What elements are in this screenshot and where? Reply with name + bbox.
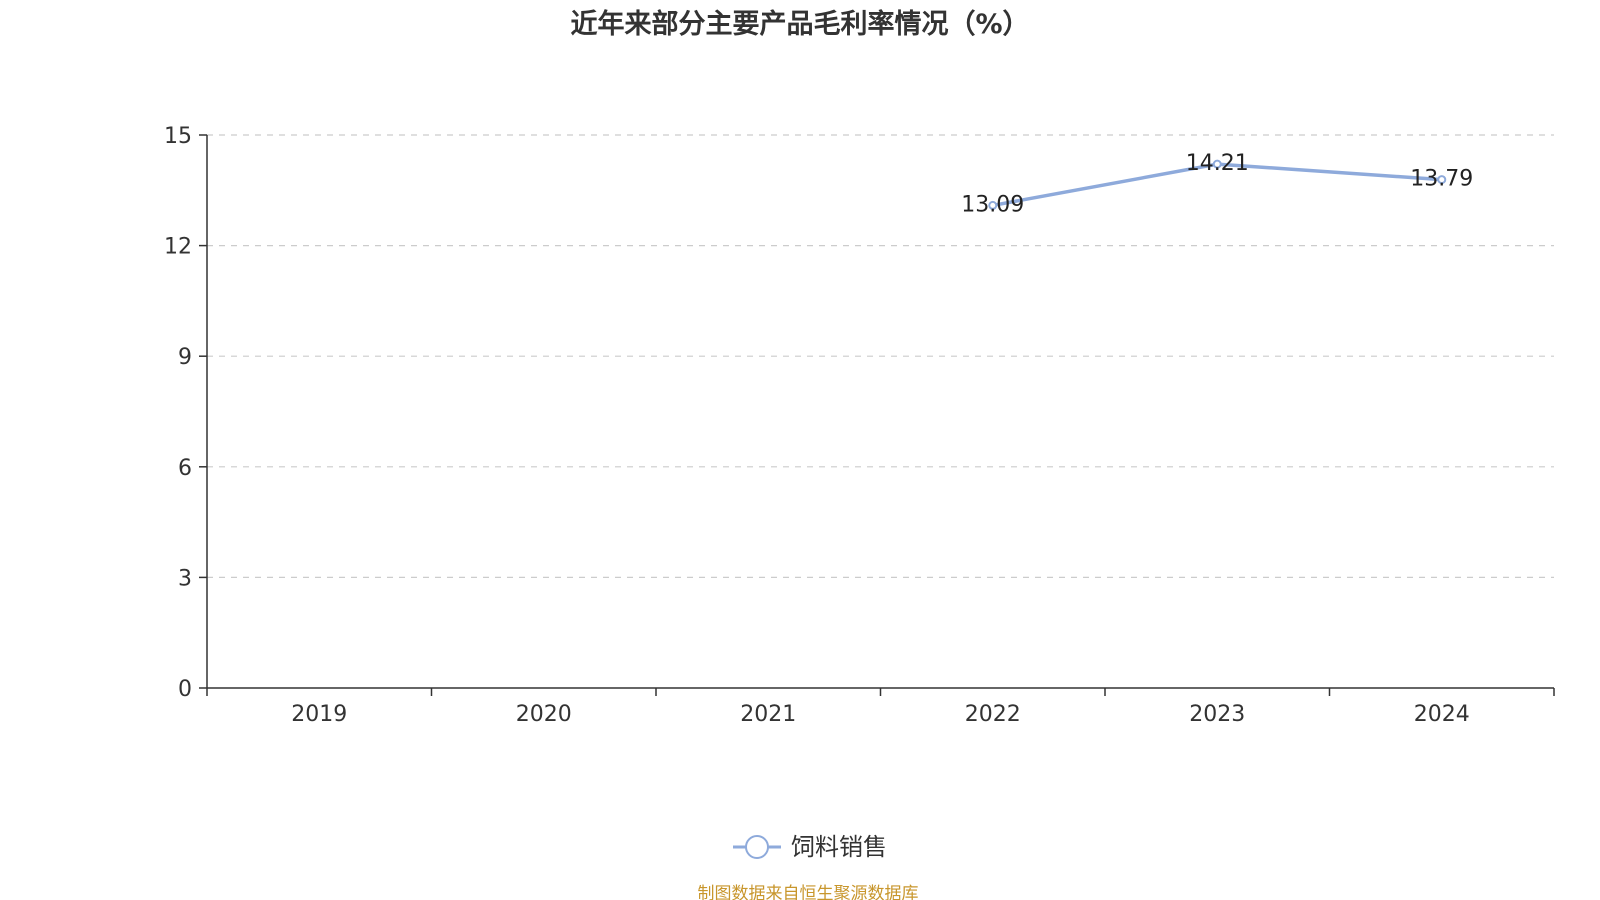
y-tick-label: 12: [164, 235, 192, 260]
data-point: [1212, 159, 1222, 169]
y-tick-label: 3: [178, 566, 192, 591]
axes: 0 3 6 9 12 15 2019 2020 2021 2022 2023 2024: [164, 124, 1555, 727]
x-tick-label: 2022: [965, 702, 1021, 727]
x-tick-label: 2024: [1414, 702, 1470, 727]
x-tick-label: 2021: [740, 702, 796, 727]
legend-marker-icon: [745, 835, 769, 859]
source-note: 制图数据来自恒生聚源数据库: [698, 884, 919, 900]
y-tick-label: 9: [178, 345, 192, 370]
y-tick-label: 6: [178, 456, 192, 481]
x-tick-label: 2020: [516, 702, 572, 727]
data-point: [1437, 175, 1447, 185]
data-label: 13.79: [1410, 167, 1473, 192]
data-point: [988, 200, 998, 210]
y-tick-label: 0: [178, 677, 192, 702]
y-tick-label: 15: [164, 124, 192, 149]
data-label: 13.09: [961, 192, 1024, 217]
legend[interactable]: 饲料销售: [733, 833, 887, 861]
data-labels: 13.09 14.21 13.79: [961, 151, 1473, 217]
series-layer: [988, 159, 1447, 210]
x-tick-label: 2019: [291, 702, 347, 727]
grid-lines: [207, 134, 1554, 579]
chart-title: 近年来部分主要产品毛利率情况（%）: [570, 8, 1029, 40]
x-tick-label: 2023: [1189, 702, 1245, 727]
legend-label: 饲料销售: [791, 833, 887, 861]
data-label: 14.21: [1186, 151, 1249, 176]
